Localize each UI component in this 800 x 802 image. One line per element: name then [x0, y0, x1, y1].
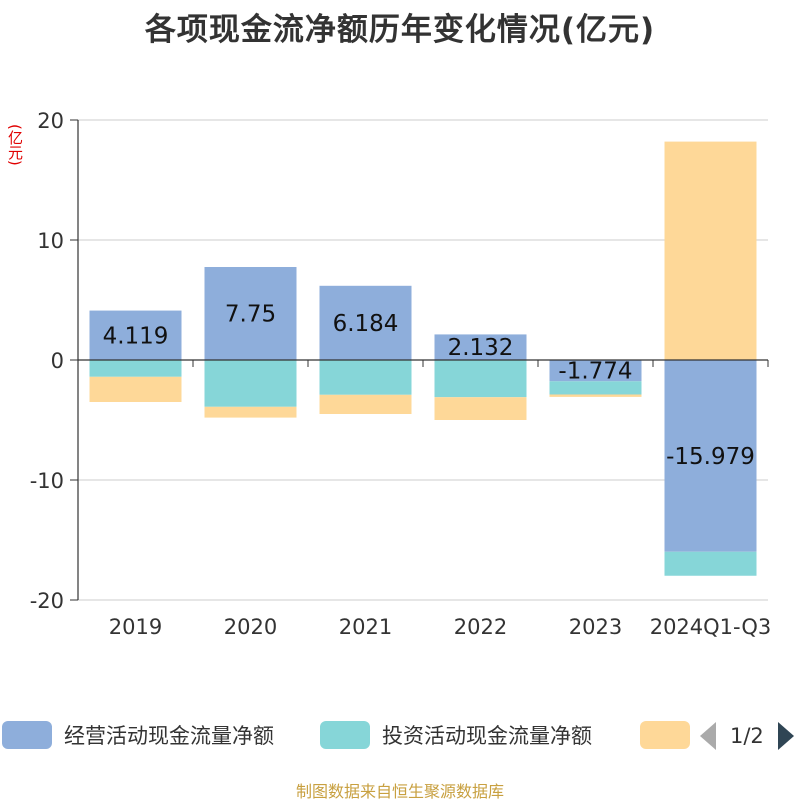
x-tick-label-2: 2021 [339, 615, 392, 639]
data-label-0: 4.119 [103, 323, 169, 349]
pager-prev-icon[interactable] [700, 722, 716, 750]
pager-next-icon[interactable] [777, 722, 794, 750]
legend-swatch-investing [320, 721, 370, 749]
bar-s0-4[interactable] [549, 360, 642, 382]
bars-layer [89, 141, 757, 576]
bar-s1-4[interactable] [549, 381, 642, 395]
bar-s1-1[interactable] [204, 360, 297, 407]
legend: 经营活动现金流量净额 投资活动现金流量净额 1/2 [0, 716, 800, 756]
x-tick-label-3: 2022 [454, 615, 507, 639]
y-tick-label-0: 20 [37, 109, 64, 133]
bar-s1-3[interactable] [434, 360, 527, 398]
bar-s0-2[interactable] [319, 285, 412, 360]
legend-pager: 1/2 [700, 720, 794, 752]
data-label-1: 7.75 [225, 302, 276, 328]
bar-s1-5[interactable] [664, 551, 757, 576]
bar-s2-4[interactable] [549, 394, 642, 397]
y-tick-label-3: -10 [30, 469, 64, 493]
bar-s2-1[interactable] [204, 406, 297, 418]
axis-layer: 20 10 0 -10 -20 2019 2020 2021 2022 2023 2024Q1-Q3 [30, 109, 772, 639]
x-tick-label-1: 2020 [224, 615, 277, 639]
x-tick-label-4: 2023 [569, 615, 622, 639]
bar-s2-0[interactable] [89, 376, 182, 402]
y-axis-unit: (亿元) [6, 124, 24, 166]
x-tick-label-5: 2024Q1-Q3 [650, 615, 772, 639]
legend-swatch-financing [640, 721, 690, 749]
y-tick-label-4: -20 [30, 589, 64, 613]
y-tick-label-2: 0 [51, 349, 64, 373]
source-note: 制图数据来自恒生聚源数据库 [295, 782, 504, 801]
legend-item-operating[interactable]: 经营活动现金流量净额 [2, 720, 274, 750]
bar-s0-3[interactable] [434, 334, 527, 360]
bar-s2-5[interactable] [664, 141, 757, 360]
bar-s2-2[interactable] [319, 394, 412, 414]
x-tick-label-0: 2019 [109, 615, 162, 639]
data-label-4: -1.774 [558, 359, 632, 385]
bar-s1-0[interactable] [89, 360, 182, 377]
pager-text: 1/2 [730, 724, 764, 748]
bar-s0-0[interactable] [89, 310, 182, 360]
legend-label-investing: 投资活动现金流量净额 [382, 724, 592, 748]
grid-layer [78, 119, 768, 601]
data-label-3: 2.132 [448, 335, 514, 361]
legend-item-investing[interactable]: 投资活动现金流量净额 [320, 720, 592, 750]
legend-label-operating: 经营活动现金流量净额 [64, 724, 274, 748]
y-tick-label-1: 10 [37, 229, 64, 253]
bar-s0-5[interactable] [664, 360, 757, 552]
legend-item-financing[interactable] [640, 720, 702, 750]
bar-s1-2[interactable] [319, 360, 412, 395]
labels-layer: 4.119 7.75 6.184 2.132 -1.774 -15.979 [103, 302, 755, 470]
data-label-2: 6.184 [333, 311, 399, 337]
bar-s2-3[interactable] [434, 397, 527, 420]
data-label-5: -15.979 [666, 444, 755, 470]
chart-title: 各项现金流净额历年变化情况(亿元) [144, 12, 656, 48]
legend-swatch-operating [2, 721, 52, 749]
bar-s0-1[interactable] [204, 267, 297, 360]
